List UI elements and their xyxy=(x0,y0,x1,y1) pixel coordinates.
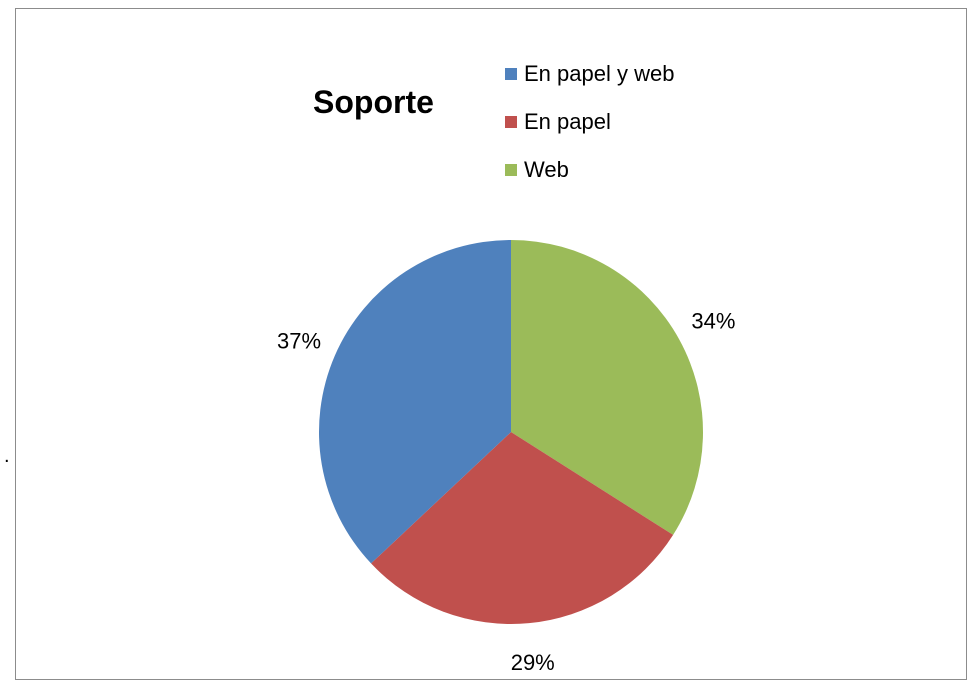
legend-swatch-en-papel-y-web xyxy=(505,68,517,80)
stray-dot: . xyxy=(4,445,10,467)
chart-legend: En papel y web En papel Web xyxy=(505,50,674,194)
data-label-en-papel: 29% xyxy=(511,650,555,675)
legend-swatch-en-papel xyxy=(505,116,517,128)
legend-swatch-web xyxy=(505,164,517,176)
legend-item-en-papel-y-web: En papel y web xyxy=(505,50,674,98)
legend-label-web: Web xyxy=(524,157,569,182)
data-label-web: 34% xyxy=(691,309,735,334)
chart-title: Soporte xyxy=(313,84,434,120)
pie-slice-en-papel-y-web xyxy=(319,240,511,564)
legend-label-en-papel: En papel xyxy=(524,109,611,134)
legend-item-web: Web xyxy=(505,146,674,194)
legend-item-en-papel: En papel xyxy=(505,98,674,146)
pie-slice-web xyxy=(511,240,703,535)
legend-label-en-papel-y-web: En papel y web xyxy=(524,61,675,86)
data-label-en-papel-y-web: 37% xyxy=(277,328,321,353)
pie-slice-en-papel xyxy=(371,432,674,624)
